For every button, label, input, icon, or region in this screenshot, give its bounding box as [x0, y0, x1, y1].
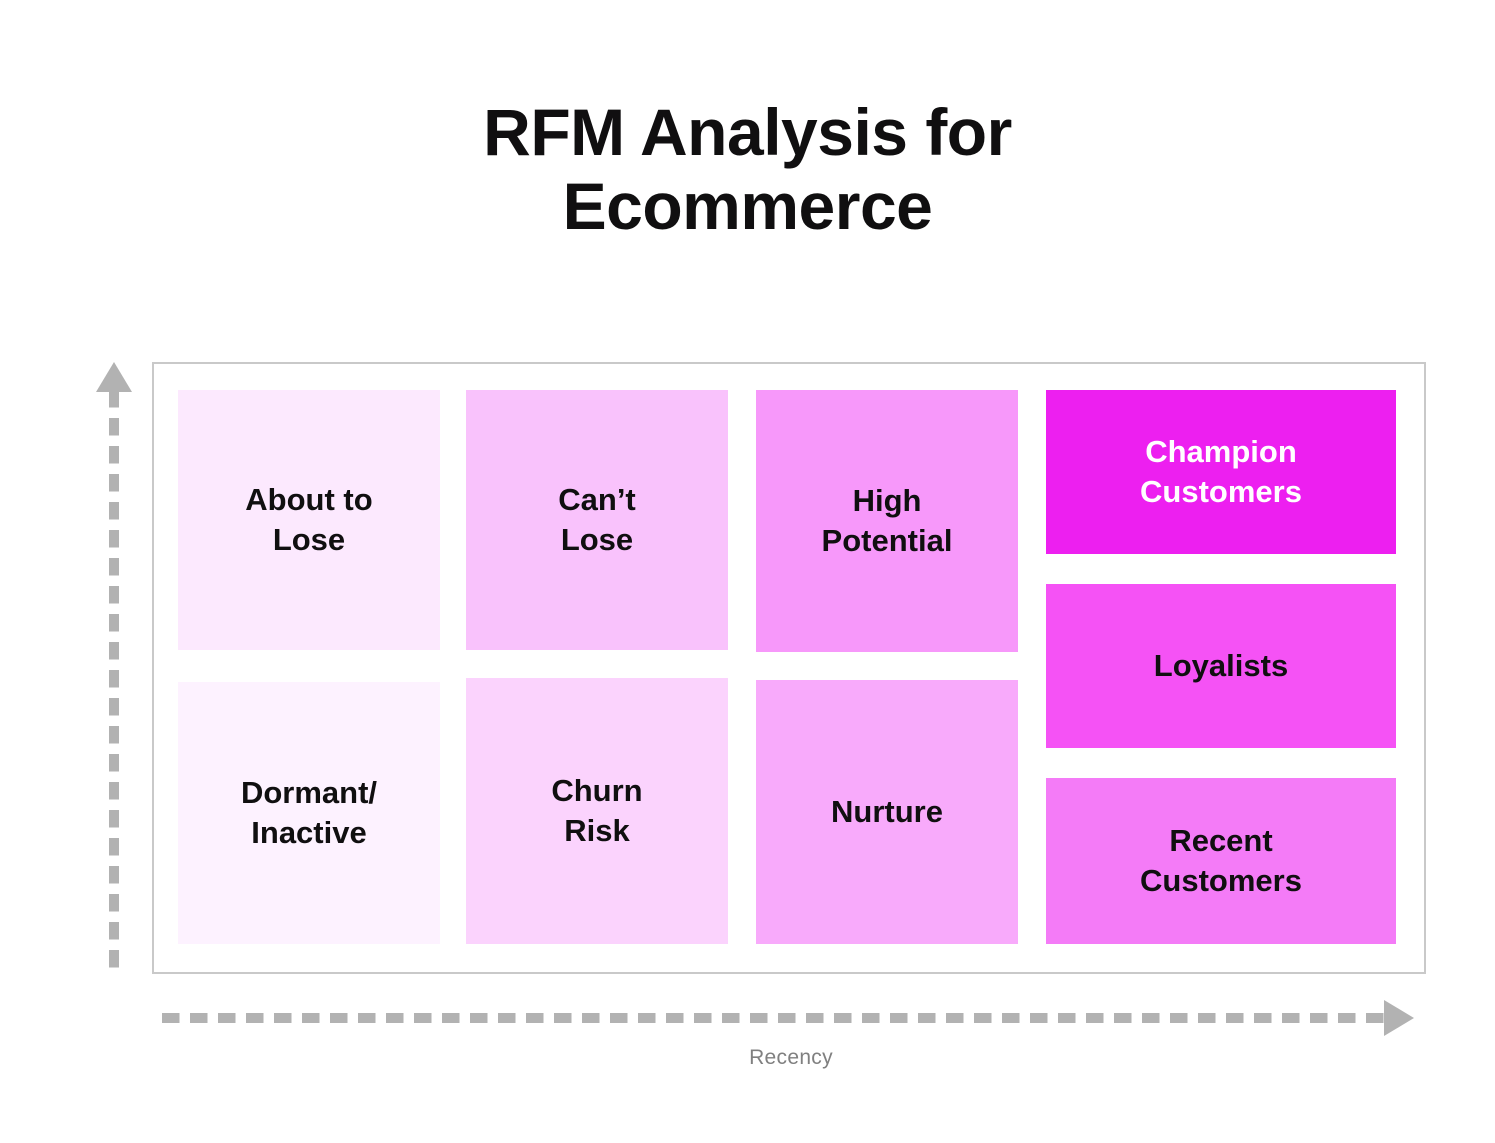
- cell-label-line-1: Dormant/: [240, 775, 378, 811]
- cell-label-line-2: Customers: [1140, 474, 1302, 509]
- cell-label-line-2: Lose: [272, 522, 346, 557]
- cell-label-line-1: Churn: [551, 773, 643, 809]
- cell-label-line-1: Can’t: [558, 482, 636, 518]
- matrix-cell-nurture[interactable]: Nurture: [756, 680, 1018, 944]
- x-axis-arrow-icon: [1384, 1000, 1414, 1036]
- matrix-cell-recent-customers[interactable]: Recent Customers: [1046, 778, 1396, 944]
- cell-label-line-2: Risk: [564, 813, 630, 848]
- cell-label-line-2: Customers: [1140, 863, 1302, 898]
- cell-label-line-1: High: [852, 483, 922, 519]
- cell-label-line-1: Nurture: [831, 794, 943, 830]
- cell-label-line-2: Potential: [821, 523, 953, 558]
- matrix-cell-champion-customers[interactable]: Champion Customers: [1046, 390, 1396, 554]
- matrix-cell-about-to-lose[interactable]: About to Lose: [178, 390, 440, 650]
- x-axis-label: Recency: [749, 1046, 833, 1069]
- matrix-cell-loyalists[interactable]: Loyalists: [1046, 584, 1396, 748]
- y-axis-dashed-line: [109, 390, 119, 978]
- page-title-line-1: RFM Analysis for: [483, 95, 1012, 169]
- page-title: RFM Analysis for Ecommerce: [0, 95, 1495, 244]
- cell-label-line-1: Recent: [1169, 823, 1273, 859]
- matrix-cell-churn-risk[interactable]: Churn Risk: [466, 678, 728, 944]
- cell-label-line-1: Champion: [1145, 434, 1297, 470]
- cell-label-line-2: Inactive: [251, 815, 367, 850]
- x-axis-dashed-line: [162, 1013, 1386, 1023]
- x-axis: [162, 1000, 1420, 1036]
- y-axis-arrow-icon: [96, 362, 132, 392]
- matrix-cell-cant-lose[interactable]: Can’t Lose: [466, 390, 728, 650]
- cell-label-line-1: About to: [245, 482, 373, 518]
- matrix-cell-dormant-inactive[interactable]: Dormant/ Inactive: [178, 682, 440, 944]
- page-title-line-2: Ecommerce: [562, 168, 933, 243]
- y-axis: [96, 362, 132, 978]
- cell-label-line-1: Loyalists: [1153, 648, 1289, 684]
- matrix-cell-high-potential[interactable]: High Potential: [756, 390, 1018, 652]
- cell-label-line-2: Lose: [560, 522, 634, 557]
